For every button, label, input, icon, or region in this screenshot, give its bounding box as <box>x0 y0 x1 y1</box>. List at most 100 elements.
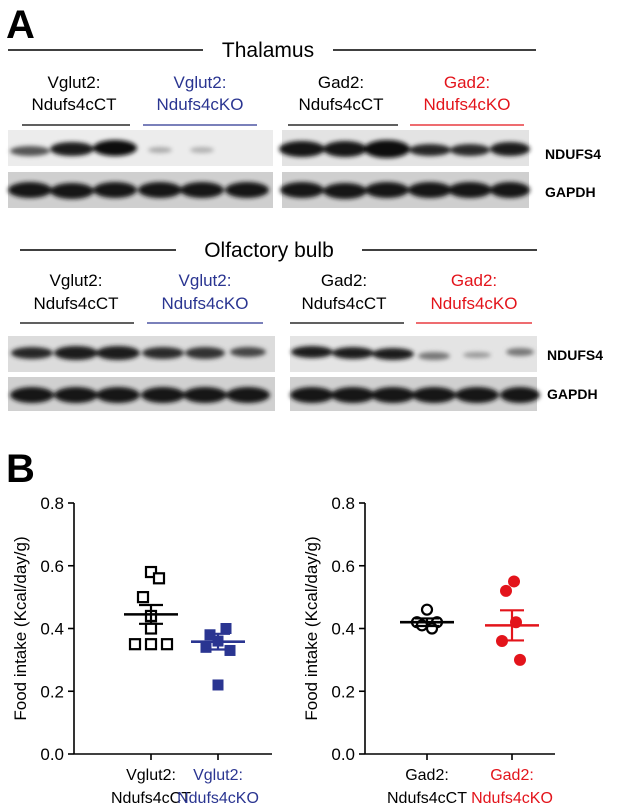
blot-band <box>93 182 137 198</box>
y-tick-label: 0.4 <box>40 620 64 639</box>
category-label-line2: Ndufs4cKO <box>471 790 553 807</box>
olfactory-group-2-line1: Vglut2: <box>179 271 232 290</box>
olfactory-title: Olfactory bulb <box>204 239 334 262</box>
panel-a-letter: A <box>6 3 35 47</box>
y-tick-label: 0.4 <box>331 620 355 639</box>
blot-band <box>280 182 324 198</box>
olfactory-ndufs4-label: NDUFS4 <box>547 347 603 363</box>
blot-band <box>463 352 491 358</box>
y-tick-label: 0.2 <box>331 682 355 701</box>
category-label-line2: Ndufs4cKO <box>177 790 259 807</box>
blot-band <box>408 182 452 198</box>
thalamus-group-1-line2: Ndufs4cCT <box>31 95 116 114</box>
blot-band <box>409 144 451 156</box>
thalamus-title: Thalamus <box>222 39 314 62</box>
data-point <box>160 638 174 651</box>
data-point <box>514 653 526 666</box>
thalamus-group-labels: Vglut2: Ndufs4cCT Vglut2: Ndufs4cKO Gad2… <box>22 73 524 126</box>
thalamus-group-2-line2: Ndufs4cKO <box>157 95 244 114</box>
blot-band <box>50 142 94 156</box>
y-axis-label: Food intake (Kcal/day/g) <box>11 536 30 720</box>
olfactory-group-1-line1: Vglut2: <box>50 271 103 290</box>
blot-band <box>8 182 52 198</box>
category-label-line1: Vglut2: <box>193 767 243 784</box>
y-tick-label: 0.6 <box>40 557 64 576</box>
blot-band <box>291 346 333 358</box>
olfactory-blot-gapdh <box>8 377 540 411</box>
data-point <box>136 591 150 604</box>
data-point <box>200 641 212 653</box>
chart-vglut2: 0.0 0.2 0.4 0.6 0.8 Food intake (Kcal/day/g) V… <box>11 494 272 807</box>
blot-band <box>180 182 224 198</box>
thalamus-blot-ndufs4 <box>8 130 530 166</box>
data-point <box>144 565 158 579</box>
blot-band <box>93 140 137 156</box>
olfactory-group-4-line1: Gad2: <box>451 271 497 290</box>
olfactory-group-labels: Vglut2: Ndufs4cCT Vglut2: Ndufs4cKO Gad2… <box>20 271 532 324</box>
blot-band <box>323 141 367 157</box>
thalamus-group-3-line1: Gad2: <box>318 73 364 92</box>
blot-band <box>332 347 374 359</box>
thalamus-group-1-line1: Vglut2: <box>48 73 101 92</box>
y-tick-label: 0.2 <box>40 682 64 701</box>
data-point <box>508 575 520 588</box>
thalamus-group-2-line1: Vglut2: <box>174 73 227 92</box>
blot-band <box>183 387 227 403</box>
thalamus-group-3-line2: Ndufs4cCT <box>298 95 383 114</box>
data-point <box>420 603 434 616</box>
thalamus-ndufs4-label: NDUFS4 <box>545 146 601 162</box>
blot-band <box>96 387 140 403</box>
category-label-line1: Vglut2: <box>126 767 176 784</box>
data-point <box>144 622 158 635</box>
olfactory-group-4-line2: Ndufs4cKO <box>431 294 518 313</box>
blot-band <box>50 183 94 199</box>
blot-band <box>450 144 490 156</box>
blot-band <box>490 142 530 156</box>
data-point <box>128 638 142 651</box>
blot-strip <box>8 130 273 166</box>
blot-band <box>10 387 54 403</box>
blot-band <box>448 182 492 198</box>
blot-band <box>226 387 270 403</box>
blot-band <box>290 387 334 403</box>
thalamus-group-4-line2: Ndufs4cKO <box>424 95 511 114</box>
blot-band <box>365 182 409 198</box>
blot-band <box>506 348 534 356</box>
chart-gad2: 0.0 0.2 0.4 0.6 0.8 Food intake (Kcal/day/g) G… <box>302 494 555 807</box>
blot-band <box>279 141 325 157</box>
blot-band <box>371 387 415 403</box>
blot-band <box>418 352 450 360</box>
data-point <box>500 584 512 597</box>
blot-band <box>230 347 266 357</box>
blot-band <box>11 347 53 359</box>
blot-band <box>185 347 225 359</box>
blot-band <box>54 346 98 360</box>
blot-band <box>500 387 540 403</box>
blot-band <box>54 387 98 403</box>
y-tick-label: 0.6 <box>331 557 355 576</box>
data-point <box>152 572 166 585</box>
blot-band <box>323 183 367 199</box>
blot-band <box>141 387 185 403</box>
thalamus-blot-gapdh <box>8 172 530 208</box>
blot-band <box>364 140 410 158</box>
blot-band <box>96 346 140 360</box>
data-point <box>212 679 224 691</box>
blot-band <box>455 387 499 403</box>
blot-band <box>138 182 182 198</box>
olfactory-group-1-line2: Ndufs4cCT <box>33 294 118 313</box>
olfactory-group-2-line2: Ndufs4cKO <box>162 294 249 313</box>
data-point <box>144 638 158 651</box>
category-label-line1: Gad2: <box>490 767 534 784</box>
blot-band <box>10 146 50 156</box>
y-tick-label: 0.0 <box>331 745 355 764</box>
thalamus-header: Thalamus <box>8 39 536 62</box>
category-label-line1: Gad2: <box>405 767 449 784</box>
olfactory-group-3-line2: Ndufs4cCT <box>301 294 386 313</box>
blot-band <box>331 387 375 403</box>
blot-band <box>490 182 530 198</box>
y-tick-label: 0.8 <box>331 494 355 513</box>
y-tick-label: 0.0 <box>40 745 64 764</box>
panel-b-letter: B <box>6 447 35 491</box>
